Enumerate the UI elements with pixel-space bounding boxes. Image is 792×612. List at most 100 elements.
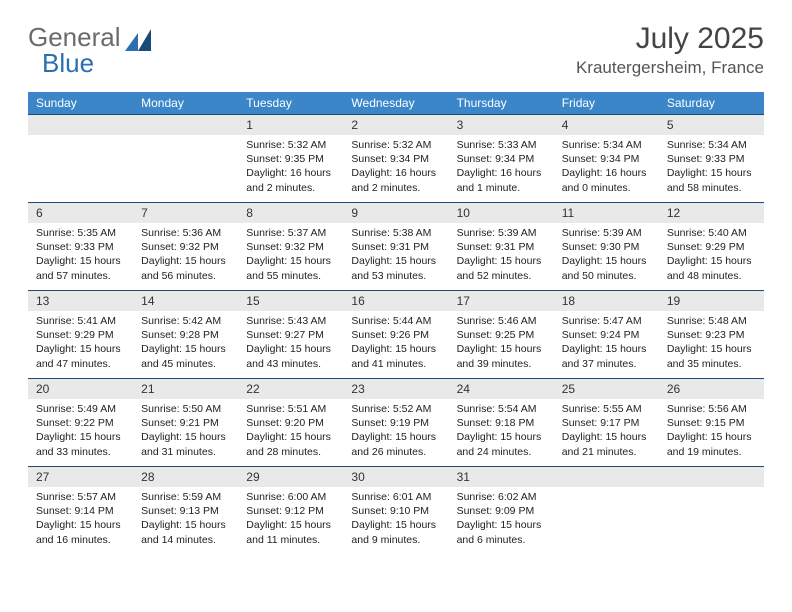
calendar-table: SundayMondayTuesdayWednesdayThursdayFrid… xyxy=(28,92,764,555)
calendar-cell-empty xyxy=(133,115,238,203)
calendar-cell: 8Sunrise: 5:37 AMSunset: 9:32 PMDaylight… xyxy=(238,203,343,291)
day-number: 2 xyxy=(343,115,448,135)
calendar-cell: 30Sunrise: 6:01 AMSunset: 9:10 PMDayligh… xyxy=(343,467,448,555)
day-number: 8 xyxy=(238,203,343,223)
day-details: Sunrise: 6:01 AMSunset: 9:10 PMDaylight:… xyxy=(343,487,448,550)
calendar-cell: 24Sunrise: 5:54 AMSunset: 9:18 PMDayligh… xyxy=(449,379,554,467)
day-number: 26 xyxy=(659,379,764,399)
day-number: 20 xyxy=(28,379,133,399)
day-details: Sunrise: 5:39 AMSunset: 9:31 PMDaylight:… xyxy=(449,223,554,286)
day-details: Sunrise: 5:42 AMSunset: 9:28 PMDaylight:… xyxy=(133,311,238,374)
day-details: Sunrise: 5:38 AMSunset: 9:31 PMDaylight:… xyxy=(343,223,448,286)
calendar-cell-empty xyxy=(28,115,133,203)
weekday-header: Wednesday xyxy=(343,92,448,115)
day-details: Sunrise: 6:00 AMSunset: 9:12 PMDaylight:… xyxy=(238,487,343,550)
day-details: Sunrise: 5:32 AMSunset: 9:34 PMDaylight:… xyxy=(343,135,448,198)
day-number: 16 xyxy=(343,291,448,311)
day-details: Sunrise: 5:41 AMSunset: 9:29 PMDaylight:… xyxy=(28,311,133,374)
calendar-cell: 4Sunrise: 5:34 AMSunset: 9:34 PMDaylight… xyxy=(554,115,659,203)
day-details: Sunrise: 5:52 AMSunset: 9:19 PMDaylight:… xyxy=(343,399,448,462)
day-details: Sunrise: 5:46 AMSunset: 9:25 PMDaylight:… xyxy=(449,311,554,374)
title-block: July 2025 Krautergersheim, France xyxy=(576,22,764,78)
day-number: 5 xyxy=(659,115,764,135)
day-details: Sunrise: 5:59 AMSunset: 9:13 PMDaylight:… xyxy=(133,487,238,550)
day-number: 24 xyxy=(449,379,554,399)
day-number: 25 xyxy=(554,379,659,399)
day-details: Sunrise: 6:02 AMSunset: 9:09 PMDaylight:… xyxy=(449,487,554,550)
calendar-cell: 7Sunrise: 5:36 AMSunset: 9:32 PMDaylight… xyxy=(133,203,238,291)
day-details: Sunrise: 5:49 AMSunset: 9:22 PMDaylight:… xyxy=(28,399,133,462)
calendar-row: 20Sunrise: 5:49 AMSunset: 9:22 PMDayligh… xyxy=(28,379,764,467)
day-details: Sunrise: 5:55 AMSunset: 9:17 PMDaylight:… xyxy=(554,399,659,462)
day-number: 3 xyxy=(449,115,554,135)
calendar-cell: 15Sunrise: 5:43 AMSunset: 9:27 PMDayligh… xyxy=(238,291,343,379)
day-number: 21 xyxy=(133,379,238,399)
day-number: 28 xyxy=(133,467,238,487)
day-number: 9 xyxy=(343,203,448,223)
header: General July 2025 Krautergersheim, Franc… xyxy=(28,22,764,78)
day-number: 14 xyxy=(133,291,238,311)
calendar-cell: 5Sunrise: 5:34 AMSunset: 9:33 PMDaylight… xyxy=(659,115,764,203)
calendar-cell: 14Sunrise: 5:42 AMSunset: 9:28 PMDayligh… xyxy=(133,291,238,379)
day-number: 6 xyxy=(28,203,133,223)
calendar-cell: 2Sunrise: 5:32 AMSunset: 9:34 PMDaylight… xyxy=(343,115,448,203)
day-details: Sunrise: 5:34 AMSunset: 9:33 PMDaylight:… xyxy=(659,135,764,198)
calendar-cell: 19Sunrise: 5:48 AMSunset: 9:23 PMDayligh… xyxy=(659,291,764,379)
day-details: Sunrise: 5:40 AMSunset: 9:29 PMDaylight:… xyxy=(659,223,764,286)
location-label: Krautergersheim, France xyxy=(576,58,764,78)
calendar-cell: 17Sunrise: 5:46 AMSunset: 9:25 PMDayligh… xyxy=(449,291,554,379)
calendar-cell: 23Sunrise: 5:52 AMSunset: 9:19 PMDayligh… xyxy=(343,379,448,467)
calendar-row: 27Sunrise: 5:57 AMSunset: 9:14 PMDayligh… xyxy=(28,467,764,555)
day-number: 4 xyxy=(554,115,659,135)
weekday-header: Saturday xyxy=(659,92,764,115)
calendar-cell: 20Sunrise: 5:49 AMSunset: 9:22 PMDayligh… xyxy=(28,379,133,467)
weekday-header: Tuesday xyxy=(238,92,343,115)
day-number: 7 xyxy=(133,203,238,223)
weekday-header: Friday xyxy=(554,92,659,115)
weekday-header-row: SundayMondayTuesdayWednesdayThursdayFrid… xyxy=(28,92,764,115)
calendar-row: 1Sunrise: 5:32 AMSunset: 9:35 PMDaylight… xyxy=(28,115,764,203)
calendar-cell: 29Sunrise: 6:00 AMSunset: 9:12 PMDayligh… xyxy=(238,467,343,555)
day-details: Sunrise: 5:47 AMSunset: 9:24 PMDaylight:… xyxy=(554,311,659,374)
day-number: 1 xyxy=(238,115,343,135)
day-number: 31 xyxy=(449,467,554,487)
weekday-header: Sunday xyxy=(28,92,133,115)
day-number: 18 xyxy=(554,291,659,311)
day-details: Sunrise: 5:37 AMSunset: 9:32 PMDaylight:… xyxy=(238,223,343,286)
day-number: 15 xyxy=(238,291,343,311)
day-details: Sunrise: 5:44 AMSunset: 9:26 PMDaylight:… xyxy=(343,311,448,374)
calendar-cell: 1Sunrise: 5:32 AMSunset: 9:35 PMDaylight… xyxy=(238,115,343,203)
day-details: Sunrise: 5:48 AMSunset: 9:23 PMDaylight:… xyxy=(659,311,764,374)
logo-icon xyxy=(125,27,151,49)
day-number: 13 xyxy=(28,291,133,311)
calendar-cell: 21Sunrise: 5:50 AMSunset: 9:21 PMDayligh… xyxy=(133,379,238,467)
calendar-cell: 28Sunrise: 5:59 AMSunset: 9:13 PMDayligh… xyxy=(133,467,238,555)
day-details: Sunrise: 5:43 AMSunset: 9:27 PMDaylight:… xyxy=(238,311,343,374)
calendar-cell: 26Sunrise: 5:56 AMSunset: 9:15 PMDayligh… xyxy=(659,379,764,467)
calendar-cell: 18Sunrise: 5:47 AMSunset: 9:24 PMDayligh… xyxy=(554,291,659,379)
weekday-header: Monday xyxy=(133,92,238,115)
calendar-row: 13Sunrise: 5:41 AMSunset: 9:29 PMDayligh… xyxy=(28,291,764,379)
calendar-cell-empty xyxy=(554,467,659,555)
day-details: Sunrise: 5:33 AMSunset: 9:34 PMDaylight:… xyxy=(449,135,554,198)
calendar-row: 6Sunrise: 5:35 AMSunset: 9:33 PMDaylight… xyxy=(28,203,764,291)
calendar-cell-empty xyxy=(659,467,764,555)
logo-text-2: Blue xyxy=(42,48,94,79)
weekday-header: Thursday xyxy=(449,92,554,115)
day-number: 30 xyxy=(343,467,448,487)
calendar-cell: 10Sunrise: 5:39 AMSunset: 9:31 PMDayligh… xyxy=(449,203,554,291)
day-number: 10 xyxy=(449,203,554,223)
day-details: Sunrise: 5:32 AMSunset: 9:35 PMDaylight:… xyxy=(238,135,343,198)
calendar-cell: 22Sunrise: 5:51 AMSunset: 9:20 PMDayligh… xyxy=(238,379,343,467)
day-number: 22 xyxy=(238,379,343,399)
day-number: 12 xyxy=(659,203,764,223)
day-details: Sunrise: 5:56 AMSunset: 9:15 PMDaylight:… xyxy=(659,399,764,462)
calendar-cell: 31Sunrise: 6:02 AMSunset: 9:09 PMDayligh… xyxy=(449,467,554,555)
day-number: 29 xyxy=(238,467,343,487)
day-number: 11 xyxy=(554,203,659,223)
day-number: 19 xyxy=(659,291,764,311)
month-title: July 2025 xyxy=(576,22,764,56)
calendar-cell: 12Sunrise: 5:40 AMSunset: 9:29 PMDayligh… xyxy=(659,203,764,291)
calendar-cell: 16Sunrise: 5:44 AMSunset: 9:26 PMDayligh… xyxy=(343,291,448,379)
day-details: Sunrise: 5:54 AMSunset: 9:18 PMDaylight:… xyxy=(449,399,554,462)
